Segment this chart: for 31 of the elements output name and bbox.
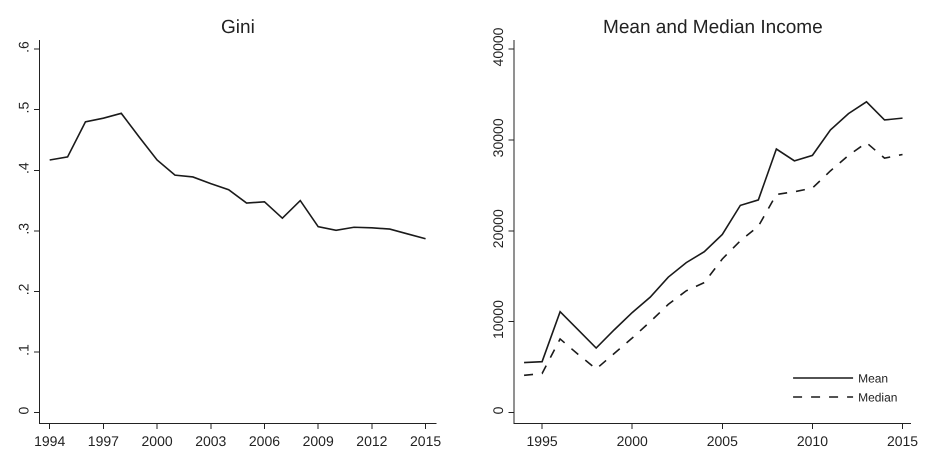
legend-label: Median — [858, 390, 898, 405]
x-tick-label: 2006 — [248, 432, 280, 449]
x-tick-label: 2000 — [616, 432, 648, 449]
chart-title: Mean and Median Income — [603, 17, 823, 38]
x-tick-label: 1994 — [34, 432, 66, 449]
y-tick-label: .6 — [15, 40, 32, 53]
x-tick-label: 2012 — [356, 432, 388, 449]
x-tick-label: 2009 — [302, 432, 334, 449]
line-series — [523, 100, 904, 364]
y-tick-label: 30000 — [490, 118, 506, 158]
y-tick-label: .1 — [15, 344, 32, 356]
x-tick-label: 2010 — [796, 432, 828, 449]
x-tick-label: 1997 — [88, 432, 120, 449]
y-tick-label: 0 — [490, 406, 506, 414]
y-tick-label: .4 — [15, 162, 32, 174]
x-tick-label: 2015 — [410, 432, 442, 449]
y-tick-label: 10000 — [490, 300, 506, 340]
x-tick-label: 2015 — [886, 432, 918, 449]
x-tick-label: 1995 — [526, 432, 558, 449]
x-tick-label: 2005 — [706, 432, 738, 449]
y-tick-label: .2 — [15, 283, 32, 296]
line-series — [48, 112, 426, 240]
y-tick-label: 0 — [15, 406, 32, 414]
x-tick-label: 2000 — [141, 432, 173, 449]
chart-title: Gini — [221, 17, 255, 38]
y-tick-label: .5 — [15, 102, 32, 114]
y-tick-label: .3 — [15, 222, 32, 235]
legend-label: Mean — [858, 372, 888, 386]
x-tick-label: 2003 — [195, 432, 227, 449]
y-tick-label: 20000 — [490, 209, 506, 248]
y-tick-label: 40000 — [490, 27, 506, 66]
